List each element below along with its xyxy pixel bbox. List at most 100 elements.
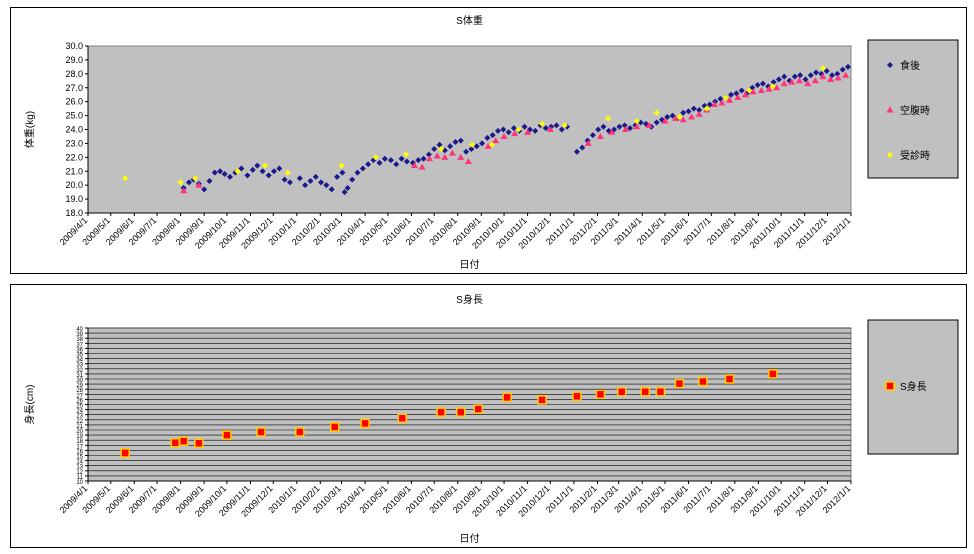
data-point — [759, 80, 766, 87]
data-point — [819, 65, 826, 72]
data-point — [334, 173, 341, 180]
legend-label: 食後 — [900, 59, 920, 72]
data-point — [653, 119, 660, 126]
data-point — [775, 76, 782, 83]
data-point — [420, 155, 427, 162]
data-point — [505, 129, 512, 136]
data-point — [261, 162, 268, 169]
data-point — [500, 132, 508, 139]
data-point — [120, 448, 130, 458]
y-tick-label: 27.0 — [65, 83, 83, 93]
data-point — [296, 175, 303, 182]
data-point — [579, 144, 586, 151]
data-point — [502, 392, 512, 403]
data-point — [372, 154, 379, 161]
data-point — [221, 171, 228, 178]
plot-area — [87, 45, 852, 214]
data-point — [584, 139, 592, 146]
data-point — [441, 153, 449, 160]
data-point — [479, 140, 486, 147]
data-point — [302, 182, 309, 189]
data-point — [312, 173, 319, 180]
data-point — [397, 413, 408, 424]
data-point — [558, 126, 565, 133]
data-point — [696, 107, 703, 114]
y-tick-label: 39 — [76, 332, 83, 338]
data-point — [823, 68, 830, 75]
data-point — [690, 105, 697, 112]
data-point — [757, 87, 765, 94]
legend-label: 受診時 — [900, 149, 930, 162]
data-point — [398, 155, 405, 162]
data-point — [338, 162, 345, 169]
chart-title: S身長 — [456, 293, 483, 306]
data-point — [553, 122, 560, 129]
data-point — [180, 187, 188, 194]
y-tick-label: 25.0 — [65, 111, 83, 121]
data-point — [122, 175, 129, 182]
data-point — [842, 71, 850, 78]
data-point — [359, 165, 366, 172]
data-point — [765, 85, 773, 92]
y-tick-label: 16 — [76, 449, 83, 455]
data-point — [804, 80, 812, 87]
data-point — [433, 152, 441, 159]
data-point — [595, 389, 606, 400]
data-point — [265, 172, 272, 179]
y-tick-label: 11 — [77, 475, 84, 481]
data-point — [447, 143, 454, 150]
data-point — [728, 91, 735, 98]
data-point — [608, 128, 616, 135]
data-point — [653, 109, 660, 116]
legend-marker — [887, 62, 893, 68]
data-point — [201, 186, 208, 193]
data-point — [488, 141, 495, 148]
data-point — [672, 114, 680, 121]
data-point — [542, 125, 549, 132]
data-point — [724, 374, 735, 384]
y-tick-label: 27 — [76, 393, 83, 399]
data-point — [238, 165, 245, 172]
y-tick-label: 22 — [76, 419, 83, 425]
data-point — [780, 80, 788, 87]
data-point — [633, 123, 641, 130]
y-tick-label: 34 — [76, 358, 83, 364]
data-point — [537, 395, 547, 405]
data-point — [217, 168, 224, 175]
y-tick-label: 29.0 — [65, 55, 83, 65]
data-point — [436, 407, 446, 417]
data-point — [539, 120, 546, 127]
y-tick-label: 13 — [76, 465, 83, 471]
data-point — [281, 176, 288, 183]
data-point — [616, 387, 627, 397]
data-point — [469, 141, 476, 148]
data-point — [457, 153, 465, 160]
data-point — [616, 123, 623, 130]
data-point — [769, 83, 776, 90]
y-tick-label: 33 — [76, 363, 83, 369]
y-tick-label: 26 — [76, 398, 83, 404]
data-point — [276, 165, 283, 172]
data-point — [674, 378, 685, 389]
data-point — [329, 422, 340, 432]
data-point — [749, 88, 757, 95]
data-point — [521, 123, 528, 130]
data-point — [669, 112, 676, 119]
y-axis-title: 身長(cm) — [23, 385, 36, 425]
data-point — [827, 75, 835, 82]
y-tick-label: 14 — [76, 460, 83, 466]
data-point — [354, 169, 361, 176]
y-tick-label: 25 — [76, 404, 83, 410]
legend-marker — [886, 106, 894, 113]
data-point — [734, 93, 742, 100]
data-point — [548, 123, 555, 130]
data-point — [211, 169, 218, 176]
data-point — [323, 182, 330, 189]
data-point — [376, 159, 383, 166]
data-point — [418, 163, 426, 170]
y-tick-label: 23.0 — [65, 138, 83, 148]
data-point — [795, 77, 803, 84]
data-point — [773, 84, 781, 91]
data-point — [344, 184, 351, 191]
weight-chart-svg: S体重 18.0 19.0 20.0 21.0 22.0 23.0 24.0 25.0 26.0 2… — [23, 14, 959, 271]
